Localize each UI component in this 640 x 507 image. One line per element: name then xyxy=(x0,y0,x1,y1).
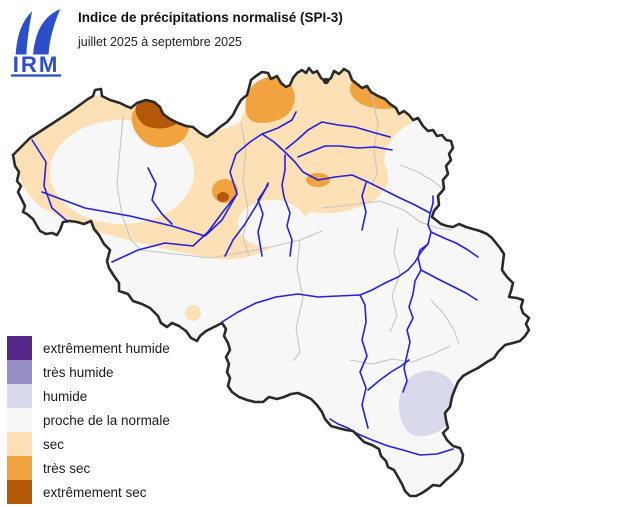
page-title: Indice de précipitations normalisé (SPI-… xyxy=(78,10,343,25)
legend-item: proche de la normale xyxy=(7,408,170,432)
river-leie xyxy=(41,191,238,237)
legend-item: très humide xyxy=(7,360,170,384)
river-demer xyxy=(284,151,431,214)
river-rupel xyxy=(261,133,286,153)
legend-label: extrêmement sec xyxy=(43,484,147,500)
river-scheldt-lower xyxy=(229,111,297,195)
legend-label: très sec xyxy=(43,460,91,476)
river-vesdre xyxy=(430,231,479,258)
river-gete xyxy=(361,182,367,231)
river-ourthe xyxy=(402,243,429,393)
legend-swatch xyxy=(7,456,32,480)
tres-sec-antwerp xyxy=(245,76,295,123)
legend-swatch xyxy=(7,432,32,456)
legend-swatch xyxy=(7,336,32,360)
river-mandel xyxy=(147,167,173,225)
river-sambre xyxy=(221,293,361,323)
legend-item: sec xyxy=(7,432,170,456)
legend-label: proche de la normale xyxy=(43,412,170,428)
river-senne xyxy=(257,184,269,257)
river-nete-north xyxy=(285,121,391,150)
river-meuse xyxy=(359,195,434,429)
page-subtitle: juillet 2025 à septembre 2025 xyxy=(78,35,243,50)
province-borders xyxy=(116,94,460,365)
legend-swatch xyxy=(7,360,32,384)
extreme-sec-spot-gent xyxy=(217,192,229,202)
legend-label: humide xyxy=(43,388,88,404)
sec-spot-southwest xyxy=(185,305,201,321)
legend-swatch xyxy=(7,480,32,504)
river-scheldt-upper xyxy=(111,193,238,263)
legend-swatch xyxy=(7,408,32,432)
header: Indice de précipitations normalisé (SPI-… xyxy=(78,10,343,49)
river-semois xyxy=(329,418,454,456)
irm-logo: IRM xyxy=(10,9,62,77)
river-nete-south xyxy=(297,145,393,158)
normale-gap-limburg xyxy=(384,116,500,210)
legend-item: très sec xyxy=(7,456,170,480)
legend-label: sec xyxy=(43,436,65,452)
river-ambleve xyxy=(420,269,478,301)
legend-label: très humide xyxy=(43,364,114,380)
river-lesse xyxy=(367,359,410,391)
humide-region-ardennes xyxy=(398,370,457,437)
legend-item: humide xyxy=(7,384,170,408)
logo-text: IRM xyxy=(13,52,59,77)
tres-sec-kempen xyxy=(350,69,418,109)
legend-item: extrêmement humide xyxy=(7,336,170,360)
legend-swatch xyxy=(7,384,32,408)
legend-item: extrêmement sec xyxy=(7,480,170,504)
enclave-dot xyxy=(322,77,330,85)
sec-spot-hesbaye xyxy=(378,164,388,190)
legend: extrêmement humide très humide humide proch… xyxy=(7,336,170,504)
river-dijle xyxy=(281,154,293,257)
country-outline xyxy=(11,66,531,498)
legend-label: extrêmement humide xyxy=(43,340,170,356)
